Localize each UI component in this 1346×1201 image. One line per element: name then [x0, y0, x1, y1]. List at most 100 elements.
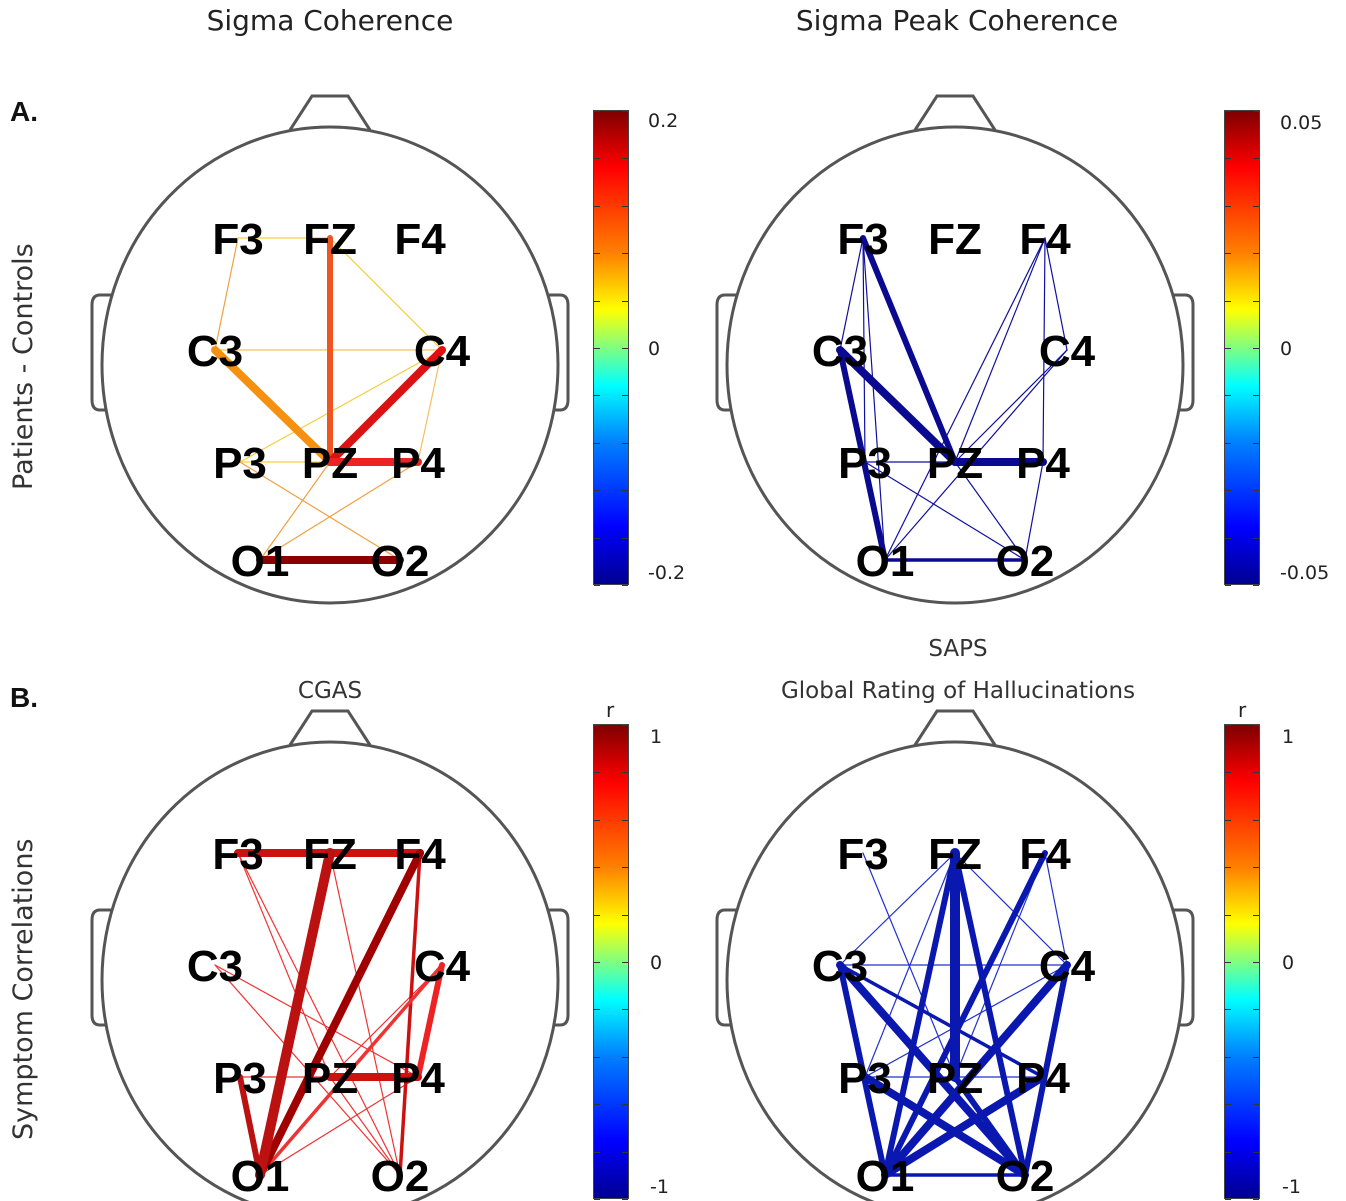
edge-c4-pz	[954, 349, 1068, 463]
electrode-label-p3: P3	[838, 1054, 892, 1103]
edge-fz-c4	[954, 852, 1068, 966]
edge-c4-o2	[1022, 962, 1070, 1178]
edge-c3-pz	[836, 346, 959, 466]
colorbar-b-left-bottom: -1	[650, 1176, 669, 1198]
edge-o1-c4	[258, 963, 444, 1177]
electrode-label-p3: P3	[213, 1054, 267, 1103]
electrode-label-f3: F3	[212, 215, 263, 264]
electrode-label-c4: C4	[1039, 327, 1096, 376]
electrode-label-c3: C3	[812, 942, 868, 991]
edge-f3-o1	[862, 237, 886, 561]
colorbar-a-left-mid: 0	[648, 338, 661, 360]
edge-c3-o2	[836, 961, 1029, 1179]
edge-c4-pz	[326, 346, 446, 466]
nose-shape	[913, 709, 997, 746]
electrode-label-c4: C4	[1039, 942, 1096, 991]
electrode-label-p4: P4	[391, 1054, 445, 1103]
electrode-label-c4: C4	[414, 327, 471, 376]
nose-shape	[288, 709, 372, 746]
head-plot-cgas: F3 FZ F4 C3 C4 P3 PZ P4 O1 O2	[90, 709, 570, 1201]
edge-fz-o2	[952, 850, 1028, 1178]
head-plot-sigma-peak-coherence: F3 FZ F4 C3 C4 P3 PZ P4 O1 O2	[715, 94, 1195, 605]
edge-pz-o2	[954, 461, 1026, 561]
electrode-label-o2: O2	[996, 537, 1055, 586]
colorbar-b-right-bottom: -1	[1282, 1176, 1301, 1198]
electrode-label-p3: P3	[213, 439, 267, 488]
colorbar-a-left	[593, 110, 629, 586]
electrode-label-o1: O1	[856, 1152, 915, 1201]
edge-fz-o2	[329, 852, 401, 1176]
electrode-label-o2: O2	[371, 1152, 430, 1201]
colorbar-b-left-top: 1	[650, 726, 663, 748]
edge-c3-p4	[214, 964, 419, 1078]
title-global-rating: Global Rating of Hallucinations	[780, 678, 1136, 704]
head-plot-sigma-coherence: F3 FZ F4 C3 C4 P3 PZ P4 O1 O2	[90, 94, 570, 605]
edge-f4-c4	[1044, 852, 1068, 966]
head-plot-saps: F3 FZ F4 C3 C4 P3 PZ P4 O1 O2	[715, 709, 1195, 1201]
edge-pz-o1	[259, 461, 331, 561]
edge-p3-o2	[864, 461, 1026, 561]
edge-fz-c3	[839, 852, 956, 966]
row-label-symptom-correlations: Symptom Correlations	[8, 838, 39, 1141]
edge-f3-pz	[237, 852, 331, 1078]
electrode-label-c3: C3	[187, 327, 243, 376]
colorbar-b-left	[593, 724, 629, 1200]
panel-label-a: A.	[10, 96, 38, 127]
electrode-label-fz: FZ	[303, 830, 357, 879]
title-sigma-peak-coherence: Sigma Peak Coherence	[795, 4, 1119, 37]
electrode-label-o1: O1	[231, 537, 290, 586]
edge-pz-o2	[329, 1076, 401, 1176]
edge-f3-c3	[214, 237, 239, 351]
colorbar-a-right	[1224, 110, 1260, 586]
electrode-label-p4: P4	[391, 439, 445, 488]
electrode-label-f3: F3	[837, 830, 888, 879]
electrode-label-o2: O2	[371, 537, 430, 586]
colorbar-b-left-mid: 0	[650, 952, 663, 974]
edge-f3-pz	[860, 235, 958, 465]
edge-f3-p3	[862, 237, 866, 463]
electrode-label-o1: O1	[856, 537, 915, 586]
edge-c4-p4	[417, 349, 443, 463]
edge-c3-o2	[214, 964, 401, 1176]
edge-f3-c3	[839, 237, 864, 351]
edge-fz-o1	[882, 850, 958, 1178]
colorbar-b-right	[1224, 724, 1260, 1200]
edge-c4-p4	[415, 962, 445, 1080]
electrode-label-pz: PZ	[927, 1054, 983, 1103]
title-sigma-coherence: Sigma Coherence	[206, 4, 454, 37]
electrode-label-f4: F4	[1019, 215, 1071, 264]
colorbar-a-left-top: 0.2	[648, 110, 679, 132]
edge-c3-o1	[837, 347, 888, 563]
electrode-label-p4: P4	[1016, 1054, 1070, 1103]
electrode-label-fz: FZ	[928, 215, 982, 264]
head-outline	[90, 709, 570, 1201]
edge-p3-o2	[239, 461, 401, 561]
panel-label-b: B.	[10, 682, 38, 713]
edge-p4-o2	[1024, 461, 1044, 561]
electrode-label-f3: F3	[837, 215, 888, 264]
edge-fz-o1	[255, 848, 335, 1180]
colorbar-a-left-bottom: -0.2	[648, 562, 686, 584]
electrode-label-f4: F4	[394, 215, 446, 264]
row-label-patients-controls: Patients - Controls	[8, 243, 39, 490]
edge-p4-o1	[881, 1073, 1047, 1179]
electrode-label-o1: O1	[231, 1152, 290, 1201]
edge-f4-c4	[1044, 237, 1068, 351]
title-cgas: CGAS	[297, 678, 363, 704]
title-saps: SAPS	[928, 636, 988, 662]
electrode-label-pz: PZ	[302, 439, 358, 488]
electrode-label-p3: P3	[838, 439, 892, 488]
electrode-label-f3: F3	[212, 830, 263, 879]
head-circle	[100, 740, 560, 1201]
electrode-label-c3: C3	[812, 327, 868, 376]
colorbar-b-right-top: 1	[1282, 726, 1295, 748]
edge-o1-p4	[259, 1076, 419, 1176]
electrode-label-pz: PZ	[927, 439, 983, 488]
colorbar-b-right-mid: 0	[1282, 952, 1295, 974]
edge-c4-pz	[329, 964, 443, 1078]
edge-c4-o1	[881, 961, 1071, 1179]
edge-f4-p4	[1042, 237, 1046, 463]
edge-f4-o1	[256, 849, 424, 1179]
colorbar-a-right-bottom: -0.05	[1280, 562, 1330, 584]
edge-f3-o2	[237, 852, 401, 1176]
